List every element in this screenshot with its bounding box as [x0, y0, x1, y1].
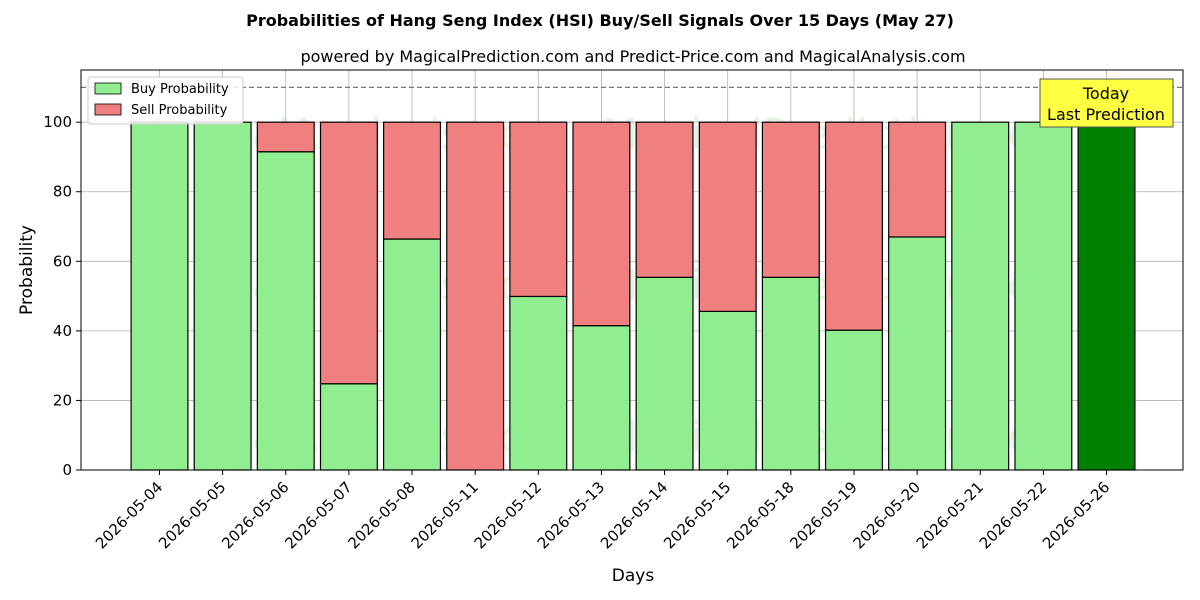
- chart-title: Probabilities of Hang Seng Index (HSI) B…: [246, 11, 954, 30]
- bar-buy-2026-05-21: [951, 121, 1010, 471]
- legend-label-buy: Buy Probability: [131, 82, 229, 97]
- today-annotation: Today Last Prediction: [1039, 78, 1174, 128]
- x-tick-label: 2026-05-26: [1039, 478, 1113, 552]
- annotation-line-2: Last Prediction: [1047, 105, 1165, 124]
- x-tick-label: 2026-05-18: [723, 478, 797, 552]
- bar-buy-2026-05-14: [635, 276, 694, 471]
- x-tick-label: 2026-05-07: [281, 478, 355, 552]
- bar-buy-2026-05-15: [698, 310, 757, 471]
- annotation-line-1: Today: [1082, 84, 1129, 103]
- y-tick-label: 20: [53, 391, 72, 409]
- bar-buy-2026-05-08: [383, 238, 442, 471]
- bar-buy-2026-05-12: [509, 295, 568, 471]
- x-tick-label: 2026-05-11: [408, 478, 482, 552]
- bar-sell-2026-05-12: [509, 121, 568, 298]
- bar-sell-2026-05-08: [383, 121, 442, 240]
- legend: Buy Probability Sell Probability: [87, 76, 244, 125]
- y-tick-label: 100: [43, 113, 72, 131]
- x-tick-label: 2026-05-08: [344, 478, 418, 552]
- bar-buy-2026-05-26: [1077, 121, 1136, 471]
- bar-buy-2026-05-22: [1014, 121, 1073, 471]
- bar-buy-2026-05-19: [824, 329, 883, 471]
- legend-swatch-buy: [94, 82, 122, 95]
- plot-frame: [80, 69, 1184, 471]
- annotation-box: [1039, 78, 1174, 128]
- x-tick-label: 2026-05-12: [471, 478, 545, 552]
- y-tick-label: 40: [53, 322, 72, 340]
- bar-sell-2026-05-06: [256, 121, 315, 153]
- y-axis-ticks: 0 20 40 60 80 100: [43, 113, 81, 479]
- x-tick-label: 2026-05-19: [786, 478, 860, 552]
- x-tick-label: 2026-05-22: [976, 478, 1050, 552]
- y-tick-label: 80: [53, 183, 72, 201]
- bar-sell-2026-05-20: [888, 121, 947, 238]
- bars: [130, 121, 1136, 471]
- bar-sell-2026-05-14: [635, 121, 694, 278]
- x-axis-label: Days: [612, 566, 655, 586]
- y-axis-label: Probability: [17, 225, 37, 315]
- bar-sell-2026-05-18: [761, 121, 820, 278]
- bar-buy-2026-05-20: [888, 236, 947, 471]
- x-tick-label: 2026-05-04: [92, 478, 166, 552]
- y-tick-label: 0: [62, 461, 72, 479]
- x-tick-label: 2026-05-06: [218, 478, 292, 552]
- bar-buy-2026-05-13: [572, 325, 631, 471]
- bar-sell-2026-05-19: [824, 121, 883, 331]
- x-tick-label: 2026-05-15: [660, 478, 734, 552]
- y-tick-label: 60: [53, 252, 72, 270]
- bar-sell-2026-05-15: [698, 121, 757, 312]
- bar-sell-2026-05-13: [572, 121, 631, 327]
- chart-subtitle: powered by MagicalPrediction.com and Pre…: [300, 47, 965, 66]
- bar-buy-2026-05-07: [319, 383, 378, 471]
- x-tick-label: 2026-05-14: [597, 478, 671, 552]
- bar-buy-2026-05-06: [256, 151, 315, 471]
- bar-buy-2026-05-18: [761, 276, 820, 471]
- bar-buy-2026-05-04: [130, 121, 189, 471]
- x-tick-label: 2026-05-21: [913, 478, 987, 552]
- bar-buy-2026-05-05: [193, 121, 252, 471]
- legend-box: [87, 76, 244, 125]
- bar-sell-2026-05-11: [446, 121, 505, 471]
- x-axis-ticks: 2026-05-042026-05-052026-05-062026-05-07…: [92, 470, 1113, 552]
- x-tick-label: 2026-05-05: [155, 478, 229, 552]
- bar-sell-2026-05-07: [319, 121, 378, 385]
- legend-swatch-sell: [94, 103, 122, 116]
- x-tick-label: 2026-05-20: [850, 478, 924, 552]
- legend-label-sell: Sell Probability: [131, 103, 228, 118]
- x-tick-label: 2026-05-13: [534, 478, 608, 552]
